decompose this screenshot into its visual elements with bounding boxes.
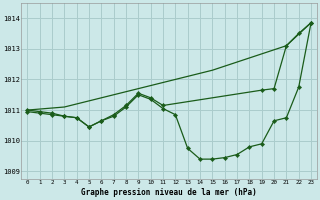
X-axis label: Graphe pression niveau de la mer (hPa): Graphe pression niveau de la mer (hPa)	[81, 188, 257, 197]
